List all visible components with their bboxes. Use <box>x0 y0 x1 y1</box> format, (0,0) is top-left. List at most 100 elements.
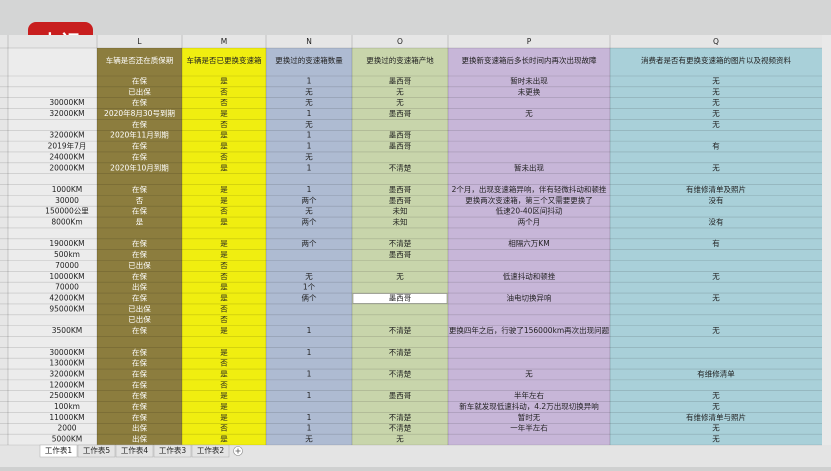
cell[interactable]: 低速20-40区间抖动 <box>496 206 563 216</box>
sheet-tab-label[interactable]: 工作表4 <box>121 445 148 455</box>
cell[interactable]: 不清楚 <box>389 368 412 378</box>
cell[interactable]: 已出保 <box>128 314 151 324</box>
cell[interactable]: 是 <box>220 435 228 444</box>
cell[interactable]: 暂时无 <box>518 412 541 422</box>
cell[interactable]: 70000 <box>55 261 79 270</box>
cell[interactable]: 1 <box>307 348 312 357</box>
cell[interactable]: 在保 <box>132 119 147 129</box>
cell[interactable]: 暂时未出现 <box>510 75 548 85</box>
cell[interactable]: 在保 <box>132 141 147 151</box>
cell[interactable]: 500km <box>54 250 80 259</box>
cell[interactable]: 无 <box>305 98 313 107</box>
cell[interactable]: 墨西哥 <box>389 142 412 151</box>
cell[interactable]: 墨西哥 <box>389 131 412 140</box>
cell[interactable]: 俩个 <box>302 292 317 302</box>
cell[interactable]: 没有 <box>709 195 724 205</box>
cell[interactable]: 是 <box>220 293 228 302</box>
cell[interactable]: 否 <box>220 120 228 129</box>
cell[interactable]: 1个 <box>303 283 316 292</box>
cell[interactable]: 不清楚 <box>389 412 412 422</box>
cell[interactable]: 不清楚 <box>389 238 412 248</box>
scrollbar[interactable] <box>822 35 831 445</box>
cell[interactable]: 11000KM <box>49 413 84 422</box>
cell[interactable]: 否 <box>220 380 228 389</box>
cell[interactable]: 无 <box>712 326 720 335</box>
cell[interactable]: 无 <box>712 163 720 172</box>
cell[interactable]: 30000 <box>55 196 79 205</box>
cell[interactable]: 25000KM <box>49 391 84 400</box>
sheet-tab[interactable] <box>115 444 154 458</box>
cell[interactable]: 否 <box>220 272 228 281</box>
cell[interactable]: 否 <box>220 359 228 368</box>
cell[interactable]: 否 <box>220 87 228 96</box>
cell[interactable]: 否 <box>220 424 228 433</box>
cell[interactable]: 10000KM <box>49 272 84 281</box>
cell[interactable]: 无 <box>712 87 720 96</box>
cell[interactable]: 是 <box>220 348 228 357</box>
cell[interactable]: 没有 <box>709 217 724 227</box>
cell[interactable]: 否 <box>220 98 228 107</box>
cell[interactable]: 1 <box>307 424 312 433</box>
cell[interactable]: 在保 <box>132 390 147 400</box>
cell[interactable]: 是 <box>220 402 228 411</box>
cell[interactable]: 未更换 <box>518 86 541 96</box>
cell[interactable]: 墨西哥 <box>389 76 412 85</box>
cell[interactable]: 更换四年之后，行驶了156000km再次出现问题 <box>449 325 610 335</box>
cell[interactable]: 20000KM <box>49 163 84 172</box>
cell[interactable]: 95000KM <box>49 304 84 313</box>
cell[interactable]: 3500KM <box>52 326 82 335</box>
cell[interactable]: 12000KM <box>49 380 84 389</box>
cell[interactable]: 无 <box>305 152 313 161</box>
cell[interactable]: 已出保 <box>128 260 151 270</box>
cell[interactable]: 油电切换异响 <box>507 292 552 302</box>
cell[interactable]: 32000KM <box>49 109 84 118</box>
cell[interactable]: 否 <box>220 207 228 216</box>
cell[interactable]: 在保 <box>132 325 147 335</box>
cell[interactable]: 150000公里 <box>45 207 89 216</box>
cell[interactable]: 在保 <box>132 75 147 85</box>
cell[interactable]: 24000KM <box>49 152 84 161</box>
sheet-tab-label[interactable]: 工作表2 <box>197 445 224 455</box>
cell[interactable]: 1 <box>307 326 312 335</box>
cell[interactable]: 在保 <box>132 238 147 248</box>
cell[interactable]: 否 <box>136 196 144 205</box>
cell[interactable]: 有 <box>712 141 720 151</box>
cell[interactable]: 墨西哥 <box>389 196 412 205</box>
cell[interactable]: 否 <box>220 315 228 324</box>
cell[interactable]: 32000KM <box>49 369 84 378</box>
cell[interactable]: 相隔六万KM <box>508 238 549 248</box>
sheet-tab[interactable] <box>153 444 192 458</box>
sheet-tab[interactable] <box>77 444 116 458</box>
cell[interactable]: 无 <box>305 207 313 216</box>
cell[interactable]: 1 <box>307 131 312 140</box>
sheet-tab[interactable] <box>39 444 78 458</box>
cell[interactable]: 1 <box>307 163 312 172</box>
cell[interactable]: 两个月 <box>518 218 541 227</box>
cell[interactable]: 是 <box>220 391 228 400</box>
cell[interactable]: 不清楚 <box>389 423 412 433</box>
cell[interactable]: 是 <box>220 76 228 85</box>
cell[interactable]: 无 <box>525 109 533 118</box>
cell[interactable]: 是 <box>220 413 228 422</box>
cell[interactable]: 不清楚 <box>389 162 412 172</box>
cell[interactable]: 2019年7月 <box>48 141 87 151</box>
cell[interactable]: 5000KM <box>52 435 82 444</box>
cell[interactable]: 无 <box>712 402 720 411</box>
cell[interactable]: 无 <box>525 369 533 378</box>
cell[interactable]: 否 <box>220 152 228 161</box>
cell[interactable]: 未知 <box>393 217 408 227</box>
cell[interactable]: 无 <box>712 109 720 118</box>
cell[interactable]: 2000 <box>57 424 76 433</box>
cell[interactable]: 在保 <box>132 401 147 411</box>
cell[interactable]: 1000KM <box>52 185 82 194</box>
cell[interactable]: 是 <box>220 185 228 194</box>
cell[interactable]: 32000KM <box>49 131 84 140</box>
cell[interactable]: 是 <box>220 326 228 335</box>
sheet-tab-label[interactable]: 工作表5 <box>83 445 110 455</box>
sheet-tab[interactable] <box>191 444 230 458</box>
cell[interactable]: 有维修清单与照片 <box>686 412 746 422</box>
cell[interactable]: 30000KM <box>49 98 84 107</box>
cell[interactable]: 两个 <box>302 218 317 227</box>
cell[interactable]: 无 <box>712 76 720 85</box>
cell[interactable]: 1 <box>307 76 312 85</box>
